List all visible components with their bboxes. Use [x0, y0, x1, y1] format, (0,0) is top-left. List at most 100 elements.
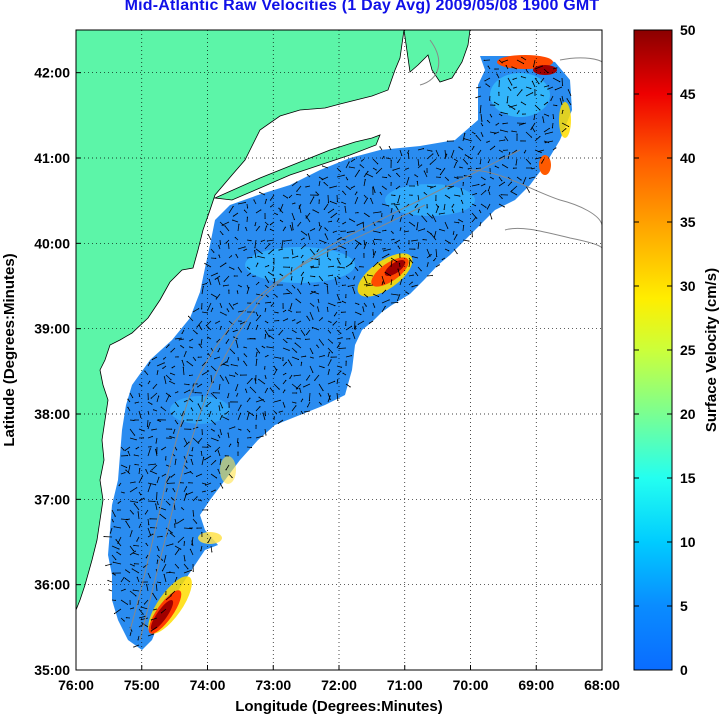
velocity-arrow — [219, 230, 224, 235]
velocity-arrow — [219, 428, 222, 435]
velocity-arrow-head — [505, 65, 507, 67]
velocity-arrow-head — [264, 368, 266, 370]
velocity-arrow — [173, 428, 176, 434]
velocity-arrow-head — [411, 194, 413, 196]
velocity-arrow — [327, 274, 333, 277]
velocity-arrow-head — [555, 147, 557, 149]
velocity-arrow — [138, 410, 142, 418]
velocity-arrow-head — [333, 380, 336, 382]
velocity-arrow — [294, 342, 302, 349]
velocity-arrow-head — [310, 267, 313, 269]
velocity-arrow-head — [305, 217, 307, 219]
velocity-arrow — [120, 446, 125, 451]
velocity-arrow-head — [328, 369, 330, 371]
velocity-arrow — [224, 225, 230, 232]
velocity-arrow — [417, 164, 422, 169]
velocity-arrow — [408, 274, 414, 277]
velocity-arrow — [317, 306, 320, 313]
velocity-arrow-head — [267, 322, 269, 324]
velocity-arrow-head — [231, 476, 233, 479]
velocity-arrow — [244, 209, 248, 214]
velocity-arrow-head — [296, 193, 298, 196]
velocity-arrow-head — [237, 359, 239, 361]
velocity-arrow-head — [391, 260, 393, 262]
velocity-arrow-head — [217, 434, 220, 436]
velocity-arrow-head — [435, 199, 437, 201]
velocity-arrow-head — [278, 249, 280, 251]
velocity-arrow-head — [339, 342, 341, 344]
velocity-arrow — [264, 275, 269, 283]
velocity-arrow-head — [126, 454, 129, 457]
velocity-arrow-head — [218, 405, 220, 407]
velocity-arrow-head — [420, 270, 422, 272]
velocity-arrow-head — [259, 406, 261, 408]
velocity-arrow — [223, 275, 230, 282]
velocity-arrow — [525, 92, 533, 97]
velocity-arrow — [183, 351, 187, 358]
velocity-arrow-head — [220, 458, 222, 460]
velocity-arrow-head — [225, 242, 227, 244]
velocity-arrow — [296, 185, 302, 192]
velocity-arrow — [281, 239, 284, 248]
velocity-arrow-head — [103, 535, 105, 538]
velocity-arrow — [135, 401, 140, 404]
velocity-arrow — [223, 284, 230, 287]
velocity-arrow — [161, 608, 167, 614]
velocity-arrow — [506, 95, 509, 103]
velocity-arrow-head — [561, 84, 564, 87]
velocity-arrow-head — [266, 240, 269, 242]
velocity-arrow-head — [286, 337, 288, 339]
velocity-arrow — [336, 392, 339, 401]
velocity-arrow-head — [338, 347, 340, 350]
velocity-arrow-head — [230, 255, 233, 257]
velocity-arrow — [489, 146, 495, 151]
velocity-arrow-head — [297, 358, 300, 361]
velocity-arrow — [309, 248, 315, 255]
velocity-arrow — [415, 272, 419, 277]
velocity-arrow-head — [200, 450, 202, 453]
velocity-arrow-head — [133, 434, 136, 436]
velocity-arrow-head — [397, 301, 399, 304]
velocity-arrow-head — [169, 532, 172, 534]
velocity-arrow-head — [215, 298, 217, 300]
velocity-arrow — [222, 221, 230, 226]
velocity-arrow — [416, 181, 419, 187]
velocity-arrow-head — [133, 454, 135, 456]
velocity-arrow-head — [374, 251, 377, 253]
velocity-arrow — [392, 167, 401, 171]
velocity-arrow — [498, 176, 503, 181]
velocity-arrow-head — [413, 185, 415, 187]
velocity-arrow — [147, 533, 154, 538]
velocity-arrow-head — [165, 459, 167, 461]
velocity-arrow-head — [144, 370, 146, 372]
velocity-arrow — [207, 444, 212, 448]
velocity-arrow — [363, 293, 368, 298]
velocity-arrow — [381, 229, 386, 232]
velocity-arrow — [217, 278, 221, 286]
velocity-arrow — [462, 133, 466, 142]
velocity-arrow — [515, 158, 518, 165]
velocity-arrow-head — [180, 337, 182, 339]
velocity-arrow-head — [157, 503, 159, 505]
velocity-arrow-head — [132, 396, 134, 399]
velocity-arrow — [232, 219, 239, 223]
velocity-arrow — [507, 86, 512, 91]
velocity-arrow-head — [187, 568, 189, 570]
velocity-arrow — [255, 226, 260, 232]
velocity-arrow-head — [438, 264, 440, 266]
velocity-arrow — [383, 248, 392, 252]
velocity-arrow-head — [359, 164, 361, 166]
velocity-arrow-head — [249, 322, 251, 324]
velocity-arrow — [327, 307, 329, 313]
velocity-arrow-head — [542, 116, 544, 118]
velocity-arrow-head — [189, 398, 191, 400]
velocity-arrow-head — [181, 415, 183, 417]
velocity-arrow-head — [301, 398, 304, 400]
velocity-arrow — [255, 325, 259, 331]
velocity-arrow — [372, 158, 378, 165]
velocity-arrow-head — [222, 285, 225, 287]
velocity-arrow-head — [244, 246, 246, 248]
velocity-arrow-head — [287, 257, 289, 259]
velocity-arrow-head — [134, 481, 136, 483]
colorbar-tick-label: 50 — [680, 22, 696, 38]
